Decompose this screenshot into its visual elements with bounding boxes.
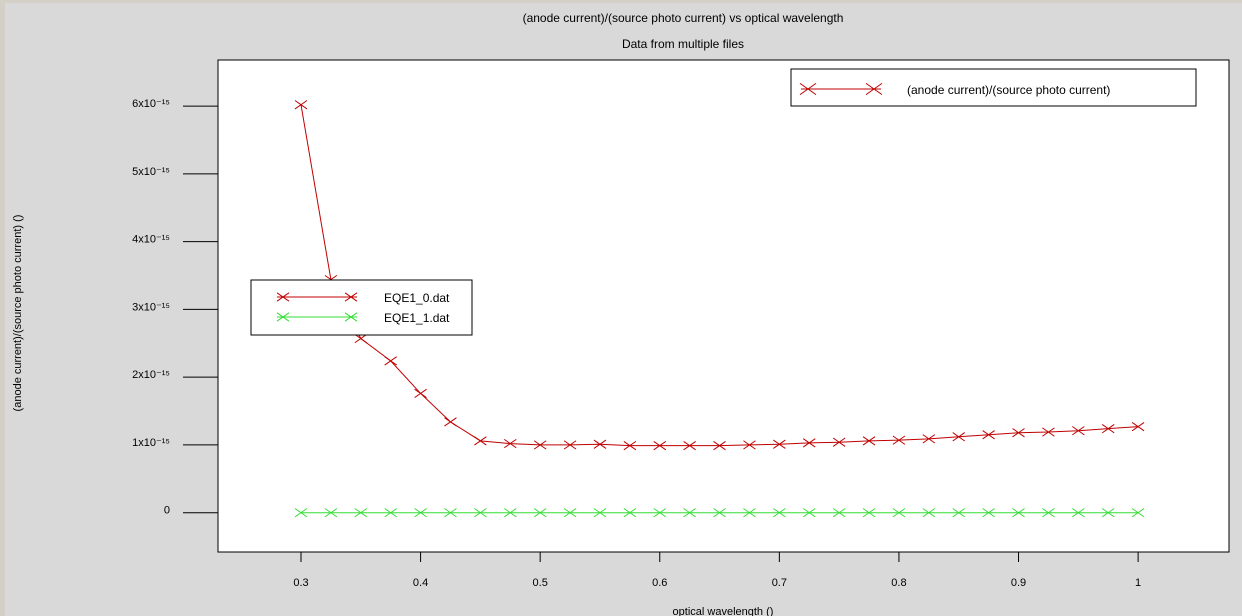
marker: [982, 508, 995, 518]
legend-marker: [276, 292, 290, 302]
x-tick-label: 0.6: [652, 577, 667, 589]
marker: [1072, 426, 1085, 436]
legend-label: EQE1_1.dat: [384, 311, 450, 325]
marker: [892, 508, 906, 518]
marker: [623, 440, 637, 451]
marker: [922, 508, 936, 518]
marker: [653, 440, 667, 451]
marker: [1101, 424, 1115, 434]
marker: [384, 356, 397, 366]
marker: [773, 508, 786, 518]
marker: [294, 100, 308, 110]
marker: [503, 508, 517, 518]
marker: [563, 440, 577, 450]
marker: [593, 508, 607, 518]
x-tick-label: 0.4: [413, 577, 428, 589]
marker: [922, 434, 936, 444]
marker: [832, 437, 846, 447]
marker: [832, 508, 846, 518]
marker: [1072, 508, 1085, 518]
marker: [593, 439, 607, 449]
marker: [713, 440, 726, 451]
y-tick-label: 2x10⁻¹⁵: [132, 369, 170, 381]
marker: [1131, 508, 1145, 518]
legend-label: EQE1_0.dat: [384, 291, 450, 305]
marker: [892, 435, 906, 445]
marker: [982, 430, 995, 440]
marker: [623, 508, 637, 518]
marker: [1012, 428, 1025, 438]
y-tick-label: 6x10⁻¹⁵: [132, 98, 170, 110]
y-tick-label: 3x10⁻¹⁵: [132, 301, 170, 313]
annotation-marker: [865, 82, 883, 96]
marker: [802, 438, 816, 448]
marker: [952, 508, 966, 518]
x-axis-label: optical wavelength (): [673, 606, 774, 616]
chart-title: (anode current)/(source photo current) v…: [523, 11, 844, 25]
marker: [384, 508, 397, 518]
x-tick-label: 0.5: [533, 577, 548, 589]
y-tick-label: 1x10⁻¹⁵: [132, 437, 170, 449]
marker: [444, 417, 457, 427]
marker: [773, 439, 786, 449]
marker: [1042, 427, 1055, 437]
marker: [952, 432, 966, 442]
marker: [354, 333, 368, 344]
marker: [683, 440, 696, 451]
marker: [653, 508, 667, 518]
marker: [444, 508, 457, 518]
marker: [533, 508, 547, 518]
marker: [743, 508, 756, 518]
marker: [414, 388, 427, 399]
x-tick-label: 0.8: [891, 577, 906, 589]
marker: [862, 508, 876, 518]
marker: [1131, 422, 1145, 432]
marker: [1042, 508, 1055, 518]
marker: [474, 508, 487, 518]
x-tick-label: 0.9: [1011, 577, 1026, 589]
marker: [1101, 508, 1115, 518]
annotation-text: (anode current)/(source photo current): [907, 83, 1110, 97]
marker: [713, 508, 726, 518]
y-tick-label: 4x10⁻¹⁵: [132, 234, 170, 246]
marker: [503, 438, 517, 449]
annotation-marker: [799, 82, 817, 96]
chart-subtitle: Data from multiple files: [622, 37, 744, 51]
marker: [354, 508, 368, 518]
legend-marker: [344, 292, 358, 302]
legend-marker: [344, 312, 358, 322]
marker: [294, 508, 308, 518]
legend-marker: [276, 312, 290, 322]
marker: [533, 440, 547, 450]
x-tick-label: 1: [1135, 577, 1141, 589]
y-axis-label: (anode current)/(source photo current) (…: [12, 215, 24, 412]
marker: [683, 508, 696, 518]
annotation-box: [790, 68, 1197, 107]
x-tick-label: 0.7: [772, 577, 787, 589]
x-tick-label: 0.3: [293, 577, 308, 589]
marker: [1012, 508, 1025, 518]
marker: [802, 508, 816, 518]
marker: [862, 436, 876, 446]
marker: [743, 440, 756, 450]
legend-box: [250, 279, 473, 336]
marker: [414, 508, 427, 518]
y-tick-label: 0: [164, 505, 170, 517]
marker: [563, 508, 577, 518]
y-tick-label: 5x10⁻¹⁵: [132, 166, 170, 178]
marker: [324, 508, 338, 518]
marker: [474, 436, 487, 446]
